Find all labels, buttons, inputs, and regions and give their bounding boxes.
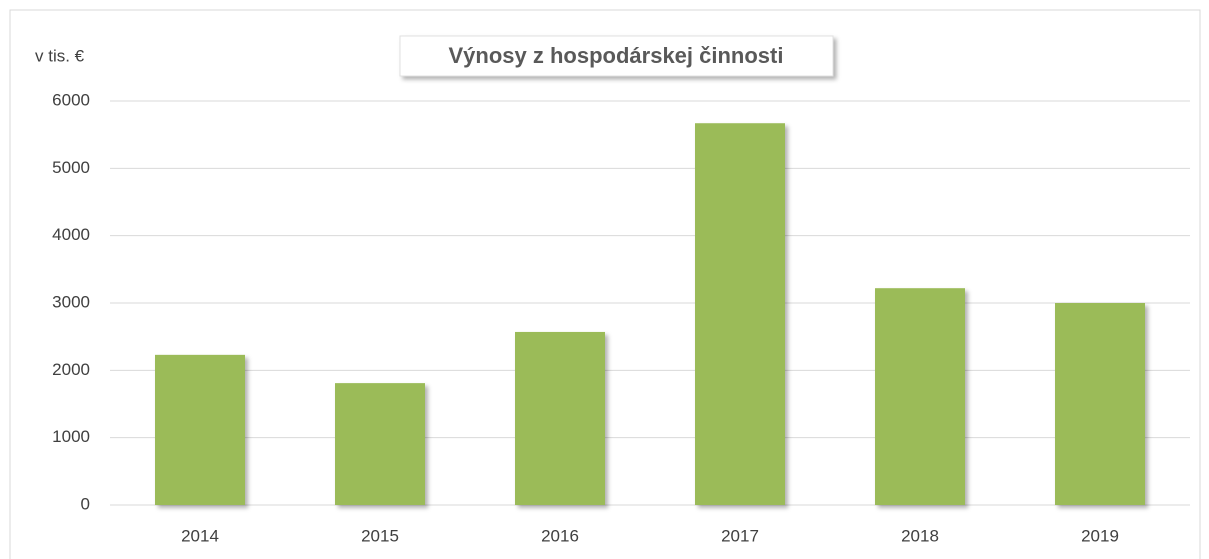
bar bbox=[335, 383, 425, 505]
x-tick-label: 2015 bbox=[361, 526, 399, 545]
title-box bbox=[399, 35, 834, 77]
x-tick-label: 2017 bbox=[721, 526, 759, 545]
bar bbox=[515, 331, 605, 505]
y-tick-label: 4000 bbox=[52, 225, 90, 244]
y-tick-label: 3000 bbox=[52, 292, 90, 311]
x-tick-label: 2018 bbox=[901, 526, 939, 545]
x-tick-label: 2014 bbox=[181, 526, 219, 545]
y-tick-label: 2000 bbox=[52, 360, 90, 379]
x-tick-label: 2016 bbox=[541, 526, 579, 545]
bar bbox=[695, 123, 785, 505]
bar bbox=[875, 288, 965, 505]
y-axis-label: v tis. € bbox=[35, 46, 85, 65]
y-tick-label: 5000 bbox=[52, 158, 90, 177]
y-tick-label: 6000 bbox=[52, 90, 90, 109]
bar bbox=[1055, 303, 1145, 505]
bar bbox=[155, 354, 245, 505]
y-tick-label: 1000 bbox=[52, 427, 90, 446]
chart-title: Výnosy z hospodárskej činnosti bbox=[449, 43, 784, 68]
x-tick-label: 2019 bbox=[1081, 526, 1119, 545]
y-tick-label: 0 bbox=[81, 494, 90, 513]
